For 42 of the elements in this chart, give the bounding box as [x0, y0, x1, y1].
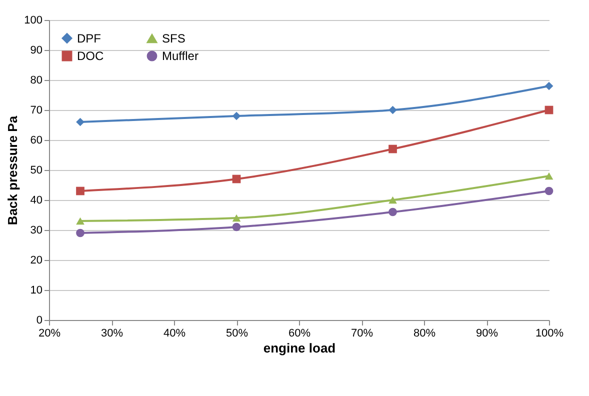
point — [544, 186, 554, 196]
point — [388, 144, 397, 154]
legend-label: SFS — [162, 32, 186, 46]
y-tick-label: 50 — [30, 164, 42, 176]
x-tick-label: 50% — [226, 328, 248, 340]
legend-label: DPF — [77, 31, 101, 46]
y-tick-label: 40 — [30, 194, 42, 206]
point — [388, 208, 397, 216]
legend-label: DOC — [77, 49, 104, 63]
y-tick-label: 10 — [30, 284, 42, 296]
x-tick-label: 70% — [350, 328, 374, 340]
point — [544, 106, 554, 114]
point — [76, 217, 84, 225]
point — [232, 214, 241, 222]
y-tick-label: 80 — [30, 74, 42, 86]
point — [388, 196, 397, 204]
point — [76, 118, 84, 126]
y-tick-label: 20 — [30, 254, 42, 266]
y-tick-label: 60 — [30, 134, 42, 146]
y-axis-title: Back pressure Pa — [5, 115, 20, 226]
x-tick-label: 90% — [476, 328, 498, 340]
point — [388, 106, 397, 114]
y-tick-label: 30 — [30, 224, 42, 236]
x-tick-label: 80% — [413, 328, 436, 340]
x-tick-label: 40% — [163, 328, 186, 340]
point — [544, 82, 554, 90]
point — [76, 186, 84, 196]
x-tick-label: 60% — [288, 328, 311, 340]
y-tick-label: 100 — [24, 14, 42, 26]
x-tick-label: 100% — [535, 328, 564, 340]
point — [232, 174, 241, 184]
point — [232, 112, 241, 120]
x-tick-label: 30% — [100, 328, 124, 340]
y-tick-label: 90 — [30, 44, 42, 56]
point — [76, 228, 84, 238]
x-tick-label: 20% — [38, 328, 61, 340]
legend-label: Muffler — [162, 49, 198, 63]
x-axis-title: engine load — [263, 340, 336, 356]
y-tick-label: 70 — [30, 104, 42, 116]
y-tick-label: 0 — [36, 314, 42, 326]
point — [232, 222, 241, 232]
point — [544, 172, 554, 180]
